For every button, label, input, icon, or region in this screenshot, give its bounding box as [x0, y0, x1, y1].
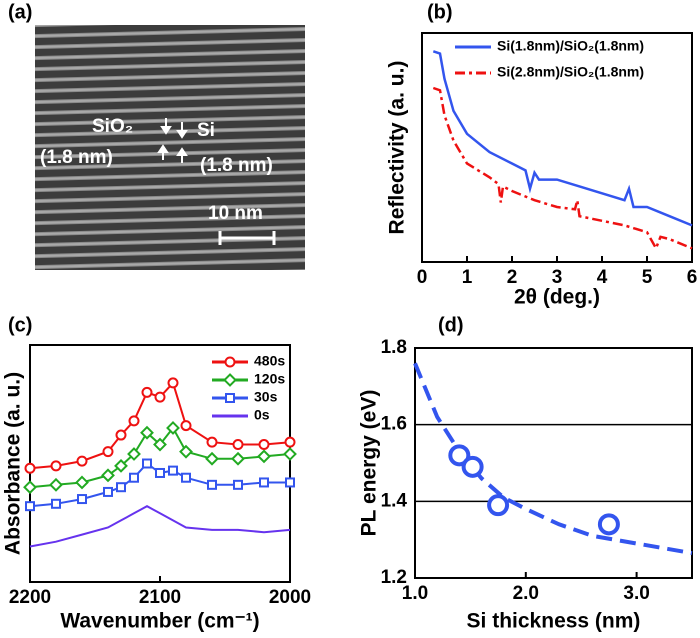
x-tick-label: 1 — [462, 267, 473, 288]
point — [448, 444, 471, 467]
marker — [168, 465, 178, 476]
x-tick-label: 2100 — [139, 587, 181, 608]
marker — [128, 415, 140, 427]
x-tick-label: 2000 — [269, 587, 311, 608]
marker — [24, 462, 36, 474]
marker — [179, 444, 193, 459]
marker — [180, 420, 192, 432]
legend-label: Si(2.8nm)/SiO₂(1.8nm) — [497, 64, 644, 80]
marker — [232, 439, 244, 451]
marker — [142, 458, 152, 469]
marker — [181, 472, 191, 483]
marker — [49, 477, 63, 492]
x-tick-label: 3.0 — [623, 583, 649, 604]
marker — [233, 479, 243, 490]
y-tick-label: 1.2 — [381, 567, 407, 588]
marker — [102, 446, 114, 458]
marker — [103, 486, 113, 497]
marker — [259, 477, 269, 488]
legend-marker — [224, 356, 236, 368]
x-tick-label: 6 — [687, 267, 698, 288]
marker — [154, 391, 166, 403]
x-tick-label: 2.0 — [513, 583, 539, 604]
series-line — [29, 505, 291, 548]
legend-marker — [225, 393, 235, 403]
panel-label: (c) — [8, 314, 32, 336]
panel-label: (a) — [8, 1, 32, 23]
annotation: (1.8 nm) — [40, 147, 113, 168]
legend-label: Si(1.8nm)/SiO₂(1.8nm) — [497, 38, 644, 54]
marker — [153, 437, 167, 452]
tem-image — [35, 25, 305, 270]
annotation: (1.8 nm) — [200, 155, 273, 176]
marker — [115, 429, 127, 441]
series-line — [432, 86, 693, 252]
x-tick-label: 0 — [417, 267, 428, 288]
scale-bar — [218, 231, 276, 245]
annotation: Si — [197, 120, 215, 141]
marker — [283, 447, 297, 461]
marker — [167, 377, 179, 389]
y-tick-label: 1.8 — [381, 337, 407, 358]
marker — [50, 460, 62, 472]
point — [461, 455, 484, 478]
scale-bar-label: 10 nm — [208, 203, 263, 224]
marker — [258, 439, 270, 451]
legend-marker — [223, 373, 237, 387]
x-tick-label: 3 — [552, 267, 563, 288]
x-tick-label: 2200 — [9, 587, 51, 608]
x-tick-label: 4 — [597, 267, 608, 288]
x-axis-label: Si thickness (nm) — [467, 610, 641, 633]
marker — [206, 436, 218, 448]
marker — [77, 494, 87, 505]
y-tick-label: 1.4 — [381, 490, 408, 511]
x-axis-label: 2θ (deg.) — [514, 286, 600, 309]
legend-label: 120s — [254, 371, 285, 387]
x-axis-label: Wavenumber (cm⁻¹) — [60, 610, 259, 633]
annotation: SiO₂ — [92, 116, 133, 137]
marker — [76, 455, 88, 467]
y-axis-label: Absorbance (a. u.) — [2, 372, 25, 555]
marker — [285, 477, 295, 488]
arrows — [157, 118, 188, 163]
marker — [155, 467, 165, 478]
marker — [129, 472, 139, 483]
y-axis-label: PL energy (eV) — [358, 390, 381, 537]
legend-label: 30s — [254, 389, 278, 405]
marker — [231, 451, 245, 466]
marker — [51, 498, 61, 509]
y-axis-label: Reflectivity (a. u.) — [386, 61, 409, 235]
x-tick-label: 2 — [507, 267, 518, 288]
panel-label: (b) — [427, 1, 453, 23]
marker — [116, 482, 126, 493]
marker — [23, 480, 37, 495]
marker — [127, 447, 141, 461]
marker — [75, 475, 89, 490]
marker — [114, 458, 128, 473]
marker — [207, 479, 217, 490]
marker — [25, 501, 35, 512]
fit-line — [413, 362, 693, 556]
legend-label: 0s — [254, 407, 270, 423]
legend-label: 480s — [254, 353, 285, 369]
panel-label: (d) — [438, 314, 464, 336]
marker — [205, 451, 219, 466]
y-tick-label: 1.6 — [381, 414, 407, 435]
point — [487, 494, 510, 517]
series-line — [432, 50, 693, 227]
marker — [140, 425, 154, 440]
marker — [101, 468, 115, 483]
marker — [141, 386, 153, 398]
series-line — [29, 426, 291, 489]
marker — [284, 436, 296, 448]
marker — [257, 449, 271, 464]
x-tick-label: 5 — [642, 267, 653, 288]
marker — [166, 421, 180, 435]
x-tick-label: 1.0 — [402, 583, 428, 604]
point — [597, 513, 620, 536]
